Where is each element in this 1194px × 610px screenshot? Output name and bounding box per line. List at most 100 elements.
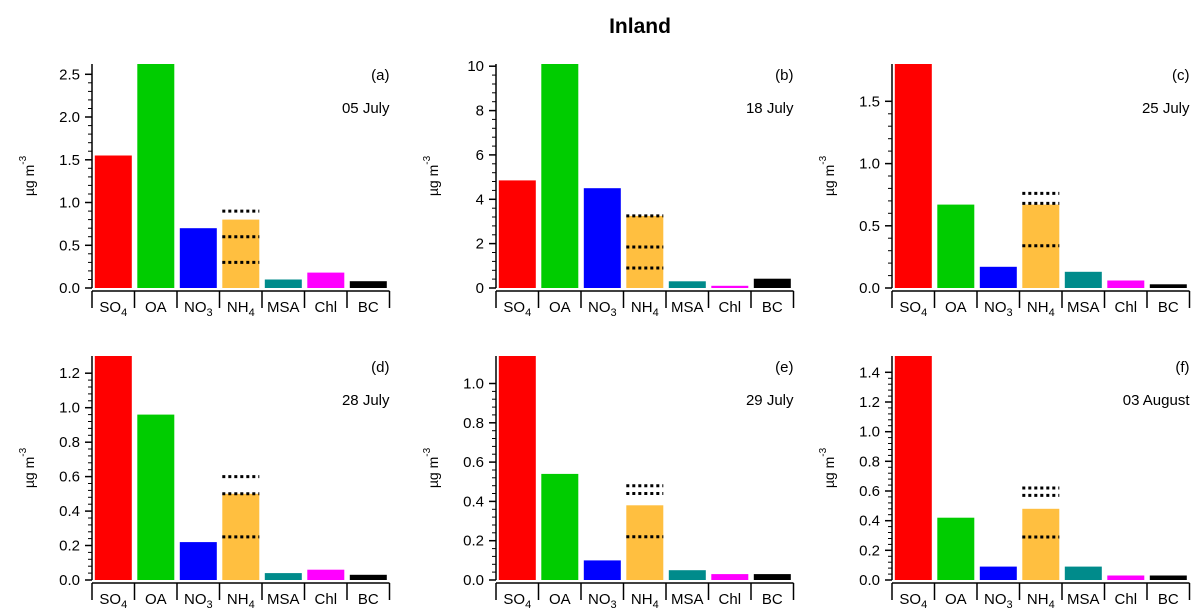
x-tick-label: NO3 [184, 299, 213, 319]
x-tick-label: SO4 [899, 299, 927, 319]
y-tick-label: 0.8 [859, 453, 880, 470]
bar-chl [711, 574, 749, 580]
panel-date: 29 July [746, 392, 794, 409]
y-axis-label: µg m-3 [18, 155, 37, 196]
bar-no3 [179, 542, 217, 580]
y-tick-label: 0.0 [463, 572, 484, 589]
y-tick-label: 1.0 [59, 400, 80, 417]
x-tick-label: NO3 [984, 591, 1013, 610]
bar-nh4 [1022, 508, 1060, 580]
bar-oa [541, 473, 579, 580]
y-tick-label: 0.5 [59, 237, 80, 254]
panel-date: 05 July [342, 100, 390, 117]
bar-chl [711, 285, 749, 288]
x-tick-label: BC [1158, 591, 1179, 608]
y-tick-label: 2.5 [59, 66, 80, 83]
bar-nh4 [626, 215, 664, 288]
y-tick-label: 0.0 [859, 280, 880, 297]
x-tick-label: OA [945, 591, 967, 608]
x-tick-label: OA [549, 591, 571, 608]
x-tick-label: MSA [1067, 299, 1100, 316]
y-tick-label: 1.0 [463, 376, 484, 393]
bar-so4 [94, 356, 132, 580]
x-tick-label: NO3 [588, 299, 617, 319]
bar-no3 [583, 560, 621, 580]
y-tick-label: 1.4 [859, 364, 880, 381]
y-tick-label: 0.0 [59, 572, 80, 589]
x-tick-label: BC [1158, 299, 1179, 316]
bar-so4 [894, 356, 932, 580]
x-tick-label: NH4 [1027, 299, 1055, 319]
bar-oa [541, 64, 579, 288]
x-tick-label: NO3 [184, 591, 213, 610]
panel-date: 28 July [342, 392, 390, 409]
x-tick-label: NO3 [588, 591, 617, 610]
y-tick-label: 0.4 [463, 493, 484, 510]
x-tick-label: SO4 [99, 299, 127, 319]
y-axis-label: µg m-3 [422, 447, 441, 488]
y-tick-label: 0.5 [859, 218, 880, 235]
x-tick-label: SO4 [503, 299, 531, 319]
x-tick-label: Chl [719, 299, 742, 316]
panels: 0.0 0.5 1.0 1.5 2.0 2.5 SO4 OA NO3 NH4 MSA Chl BC µg … [18, 58, 1190, 610]
y-tick-label: 0.6 [59, 469, 80, 486]
chart-panel-4: 0.0 0.2 0.4 0.6 0.8 1.0 1.2 SO4 OA NO3 NH4 MSA Chl BC… [18, 356, 391, 610]
y-tick-label: 6 [476, 147, 484, 164]
x-tick-label: MSA [267, 591, 300, 608]
bar-nh4 [222, 219, 260, 288]
x-tick-label: SO4 [503, 591, 531, 610]
x-tick-label: OA [145, 299, 167, 316]
x-tick-label: Chl [315, 591, 338, 608]
y-tick-label: 0 [476, 280, 484, 297]
y-tick-label: 0.8 [463, 415, 484, 432]
x-tick-label: SO4 [99, 591, 127, 610]
y-tick-label: 0.4 [59, 503, 80, 520]
y-tick-label: 1.0 [859, 424, 880, 441]
chart-panel-2: 0 2 4 6 8 10 SO4 OA NO3 NH4 MSA Chl BC µg m-3 (b) 18 Ju… [422, 58, 795, 319]
bar-chl [1107, 575, 1145, 580]
x-tick-label: NO3 [984, 299, 1013, 319]
x-tick-label: OA [145, 591, 167, 608]
bar-so4 [498, 356, 536, 580]
bar-msa [1064, 271, 1102, 288]
bar-bc [753, 574, 791, 580]
x-tick-label: MSA [267, 299, 300, 316]
x-tick-label: NH4 [631, 299, 659, 319]
y-axis-label: µg m-3 [18, 447, 37, 488]
bar-msa [264, 279, 302, 288]
y-tick-label: 2 [476, 236, 484, 253]
y-tick-label: 0.6 [859, 483, 880, 500]
y-tick-label: 0.4 [859, 513, 880, 530]
x-tick-label: NH4 [631, 591, 659, 610]
bar-nh4 [626, 505, 664, 580]
chart-panel-6: 0.0 0.2 0.4 0.6 0.8 1.0 1.2 1.4 SO4 OA NO3 NH4 MSA Ch… [818, 356, 1190, 610]
bar-oa [937, 517, 975, 580]
y-tick-label: 1.2 [59, 365, 80, 382]
panel-label: (d) [371, 359, 389, 376]
y-tick-label: 0.2 [859, 542, 880, 559]
bar-bc [753, 278, 791, 288]
chart-panel-5: 0.0 0.2 0.4 0.6 0.8 1.0 SO4 OA NO3 NH4 MSA Chl BC µg … [422, 356, 795, 610]
y-tick-label: 1.0 [59, 195, 80, 212]
x-tick-label: BC [762, 299, 783, 316]
x-tick-label: NH4 [1027, 591, 1055, 610]
bar-chl [1107, 280, 1145, 288]
panel-label: (b) [775, 67, 793, 84]
bar-bc [1149, 575, 1187, 580]
x-tick-label: BC [358, 299, 379, 316]
x-tick-label: Chl [1115, 591, 1138, 608]
bar-msa [1064, 566, 1102, 580]
panel-date: 25 July [1142, 100, 1190, 117]
bar-bc [1149, 284, 1187, 288]
bar-no3 [583, 188, 621, 288]
bar-bc [349, 281, 387, 288]
bar-no3 [179, 228, 217, 288]
x-tick-label: Chl [719, 591, 742, 608]
y-tick-label: 0.8 [59, 434, 80, 451]
bar-oa [937, 204, 975, 288]
y-tick-label: 10 [467, 58, 484, 75]
x-tick-label: MSA [671, 299, 704, 316]
y-tick-label: 1.2 [859, 394, 880, 411]
chart-panel-3: 0.0 0.5 1.0 1.5 SO4 OA NO3 NH4 MSA Chl BC µg m-3 (c)… [818, 64, 1191, 319]
x-tick-label: SO4 [899, 591, 927, 610]
